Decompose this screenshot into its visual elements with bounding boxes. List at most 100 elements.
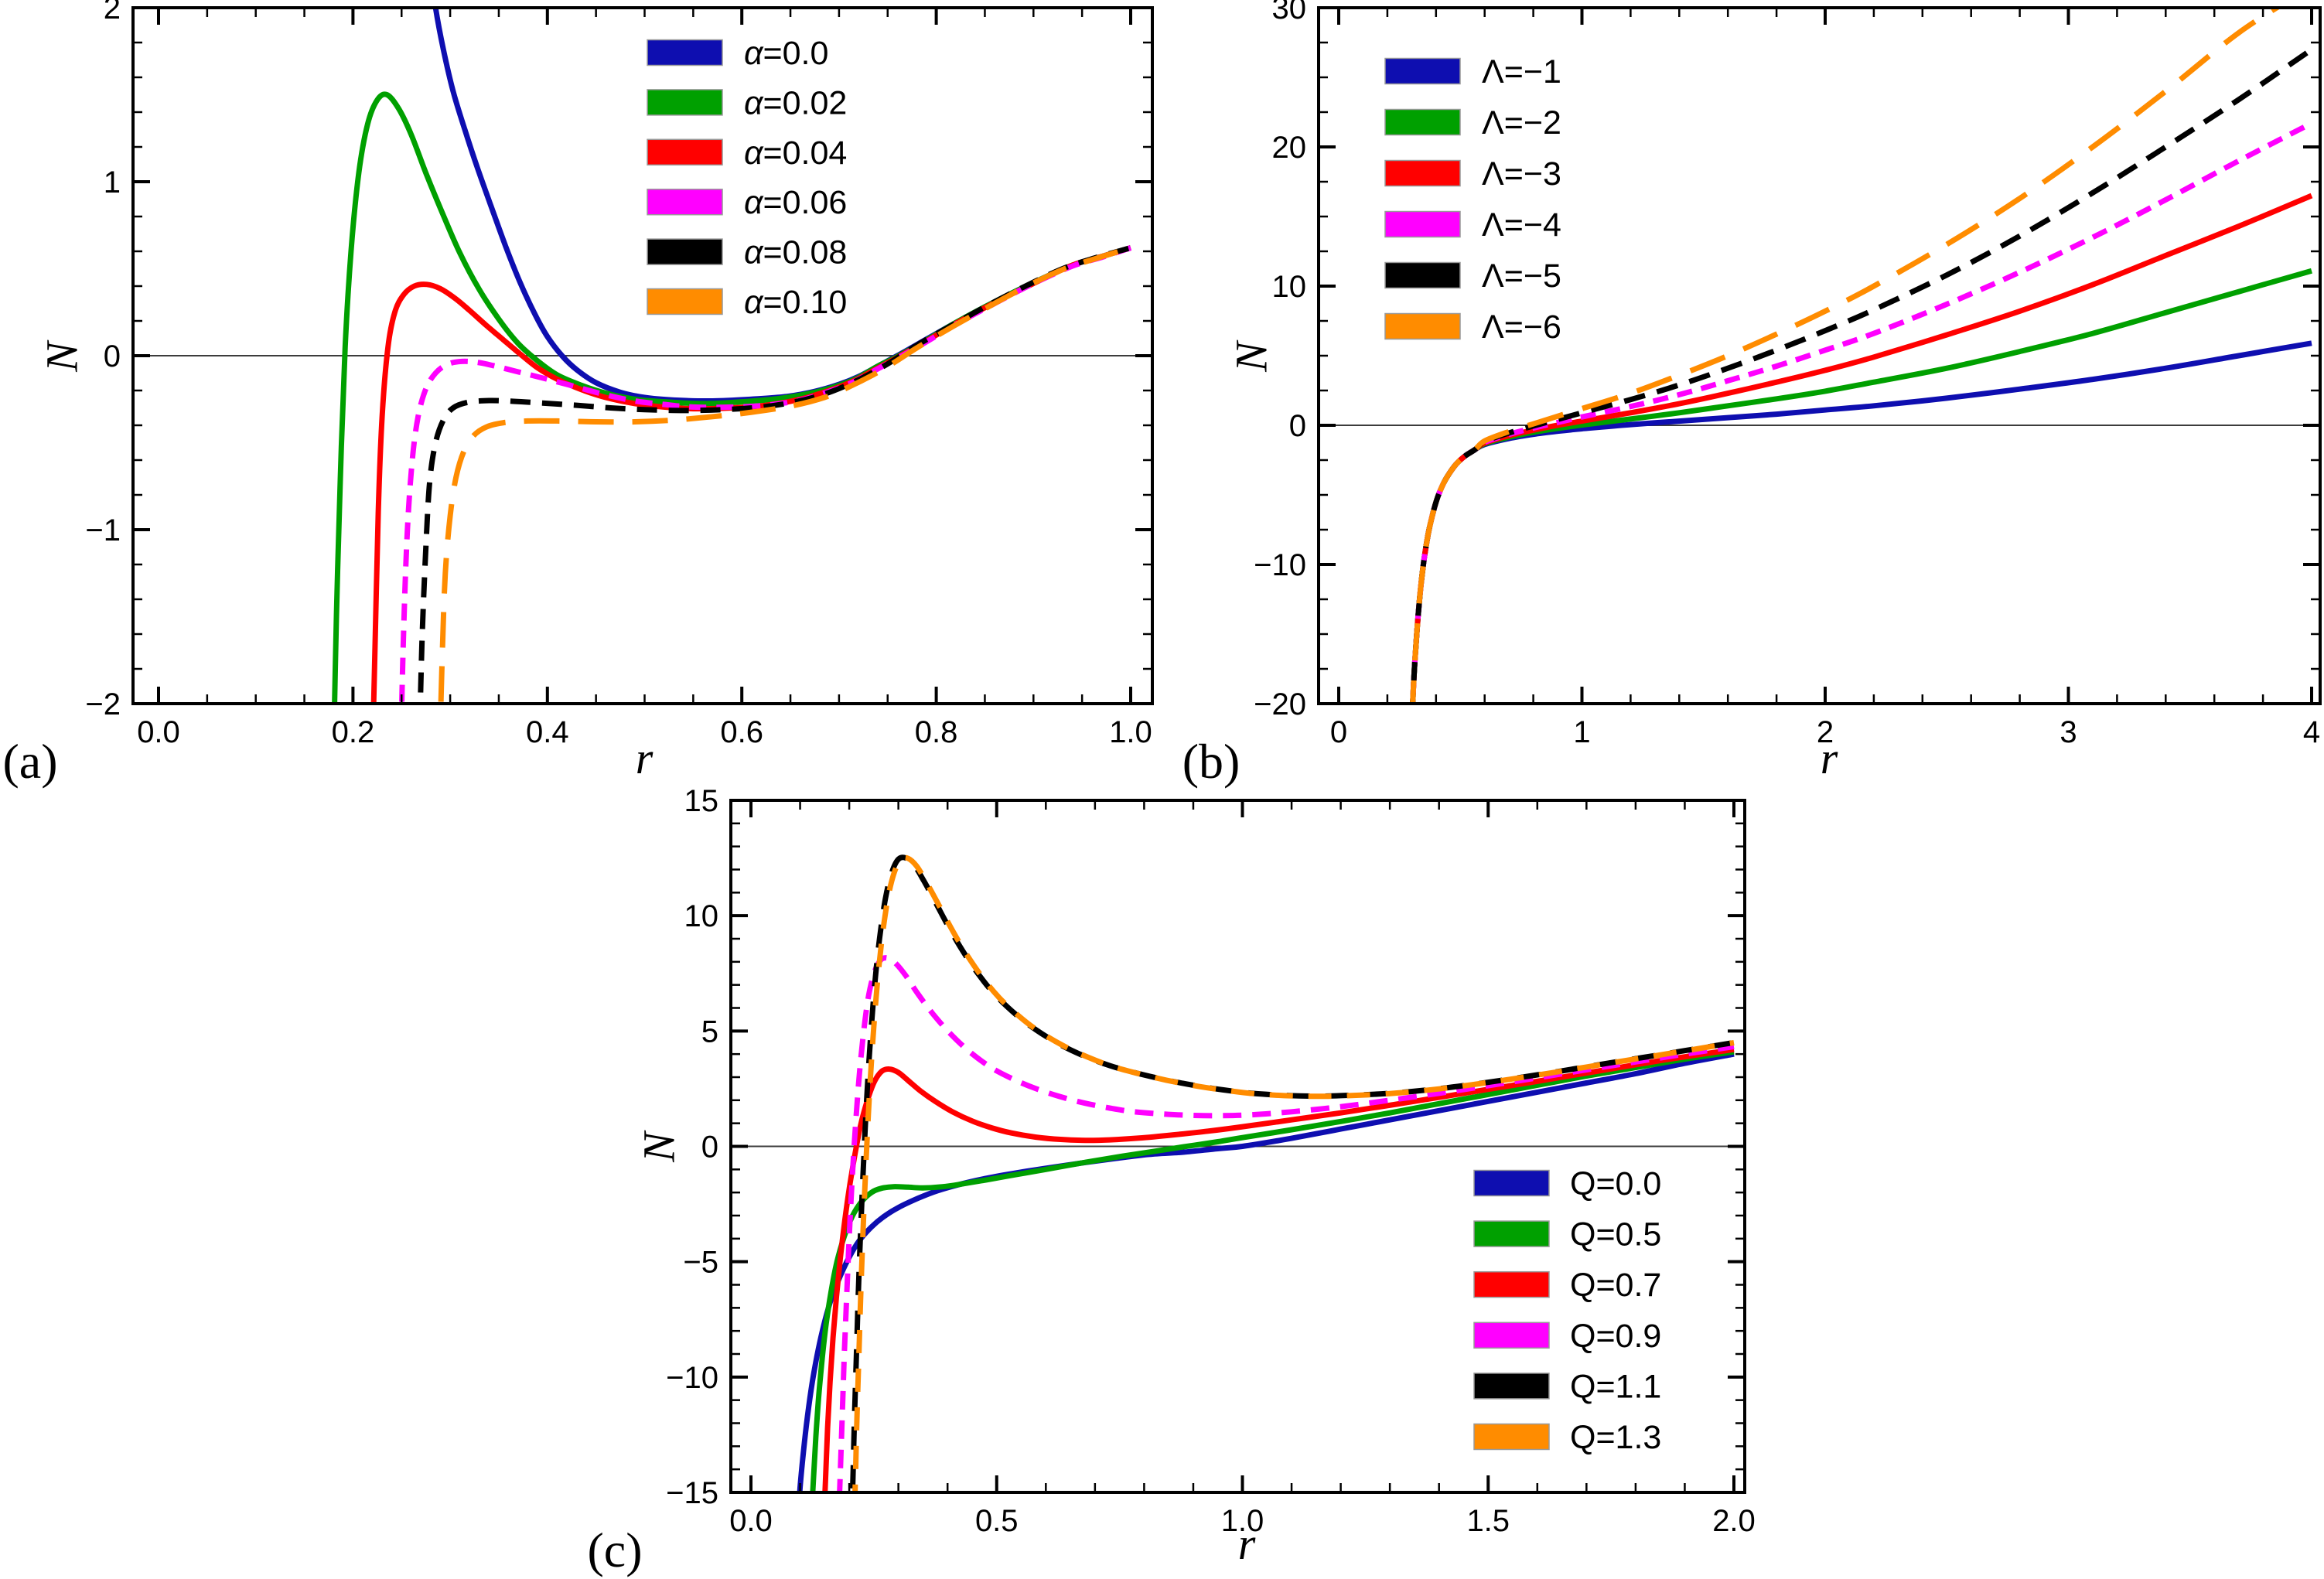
y-tick-label: −10 — [1254, 548, 1306, 582]
legend-swatch — [1473, 1373, 1550, 1400]
series-curve-Λ=−6 — [1410, 8, 2282, 704]
legend-label: α=0.02 — [744, 84, 847, 121]
series-curve-Λ=−1 — [1410, 340, 2312, 704]
legend-item: Λ=−5 — [1384, 257, 1561, 295]
legend-item: Q=0.9 — [1473, 1318, 1661, 1355]
y-tick-label: 10 — [684, 899, 719, 933]
legend-label: α=0.0 — [744, 35, 828, 72]
x-tick-label: 3 — [2060, 715, 2077, 749]
legend-item: Λ=−2 — [1384, 104, 1561, 142]
legend-swatch — [1473, 1270, 1550, 1298]
legend-swatch — [1384, 210, 1461, 238]
x-tick-label: 1.0 — [1221, 1504, 1264, 1538]
legend-item: α=0.04 — [647, 135, 847, 172]
legend-label: Λ=−5 — [1482, 257, 1561, 295]
legend-label: Λ=−1 — [1482, 53, 1561, 90]
legend-swatch — [1384, 312, 1461, 340]
series-curve-α=0.08 — [417, 245, 1131, 704]
legend-swatch — [647, 89, 723, 116]
y-tick-label: 30 — [1272, 0, 1307, 26]
y-tick-label: 2 — [104, 0, 121, 26]
series-curve-α=0.04 — [370, 245, 1132, 704]
legend-swatch — [1384, 159, 1461, 187]
legend-swatch — [1384, 57, 1461, 85]
legend-swatch — [1384, 108, 1461, 136]
x-tick-label: 0 — [1330, 715, 1347, 749]
legend-item: Λ=−3 — [1384, 155, 1561, 193]
x-tick-label: 2.0 — [1712, 1504, 1756, 1538]
panel-a-xlabel: r — [635, 733, 654, 783]
legend-label: α=0.04 — [744, 135, 847, 172]
series-curve-Q=0.7 — [822, 1046, 1735, 1492]
legend-item: Q=0.0 — [1473, 1165, 1661, 1202]
panel-a-letter: (a) — [2, 734, 58, 789]
legend-label: Q=1.1 — [1570, 1368, 1661, 1405]
legend-swatch — [647, 188, 723, 216]
legend-item: Q=1.1 — [1473, 1368, 1661, 1405]
legend-swatch — [1473, 1322, 1550, 1349]
series-curve-α=0.06 — [398, 245, 1132, 704]
y-tick-label: −1 — [85, 513, 121, 547]
x-tick-label: 4 — [2303, 715, 2320, 749]
panel-c: 0.0 0.5 1.0 1.5 2.0 −15 −10 −5 0 5 10 15 Q=0.0 Q=0.5 Q… — [666, 784, 1756, 1538]
legend-label: α=0.10 — [744, 284, 847, 321]
legend-item: α=0.06 — [647, 184, 847, 221]
y-tick-label: 0 — [1289, 409, 1306, 443]
legend-swatch — [1473, 1423, 1550, 1451]
legend-label: Q=1.3 — [1570, 1419, 1661, 1456]
y-tick-label: −5 — [683, 1246, 718, 1280]
series-curve-α=0.10 — [438, 245, 1132, 704]
series-curve-α=0.02 — [332, 91, 1132, 704]
plot-frame — [1317, 6, 2322, 705]
y-tick-label: −20 — [1254, 687, 1306, 721]
y-tick-label: 15 — [684, 784, 719, 818]
y-tick-label: 1 — [104, 165, 121, 200]
legend-label: α=0.06 — [744, 184, 847, 221]
y-tick-label: 20 — [1272, 131, 1307, 165]
y-tick-label: 10 — [1272, 270, 1307, 304]
y-tick-label: −10 — [666, 1361, 718, 1395]
x-tick-label: 0.6 — [720, 715, 763, 749]
x-tick-label: 1.0 — [1109, 715, 1152, 749]
panel-c-xlabel: r — [1237, 1519, 1256, 1569]
legend-label: Q=0.7 — [1570, 1267, 1661, 1304]
x-tick-label: 0.0 — [729, 1504, 773, 1538]
panel-b-letter: (b) — [1182, 734, 1240, 789]
legend-item: α=0.08 — [647, 234, 847, 271]
legend-item: α=0.02 — [647, 84, 847, 121]
panel-a-ylabel: N — [36, 342, 87, 372]
legend-item: Λ=−4 — [1384, 206, 1561, 244]
legend-label: Λ=−2 — [1482, 104, 1561, 142]
x-tick-label: 0.0 — [137, 715, 180, 749]
legend-label: Λ=−6 — [1482, 309, 1561, 346]
panel-a: 0.0 0.2 0.4 0.6 0.8 1.0 −2 −1 0 1 2 α=0.0 α=0.02 α=0.… — [85, 0, 1154, 749]
legend-swatch — [1384, 261, 1461, 289]
legend-item: α=0.10 — [647, 284, 847, 321]
legend-item: Λ=−6 — [1384, 309, 1561, 346]
x-tick-label: 1 — [1573, 715, 1590, 749]
legend-swatch — [1473, 1169, 1550, 1197]
legend-item: Q=0.5 — [1473, 1216, 1661, 1253]
series-curve-Q=0.9 — [837, 955, 1735, 1492]
x-tick-label: 2 — [1817, 715, 1834, 749]
legend-swatch — [647, 238, 723, 265]
legend-swatch — [647, 288, 723, 315]
x-tick-label: 0.2 — [332, 715, 375, 749]
legend-swatch — [647, 39, 723, 67]
x-tick-label: 1.5 — [1466, 1504, 1510, 1538]
x-tick-label: 0.5 — [975, 1504, 1019, 1538]
legend-label: Q=0.9 — [1570, 1318, 1661, 1355]
series-curve-Q=1.1 — [849, 854, 1735, 1492]
legend-label: α=0.08 — [744, 234, 847, 271]
y-tick-label: 0 — [701, 1131, 718, 1165]
series-curve-Q=0.5 — [810, 1049, 1735, 1492]
legend-swatch — [647, 138, 723, 166]
legend-label: Q=0.5 — [1570, 1216, 1661, 1253]
legend-label: Q=0.0 — [1570, 1165, 1661, 1202]
y-tick-label: 0 — [104, 339, 121, 373]
y-tick-label: −2 — [85, 687, 121, 721]
legend-label: Λ=−4 — [1482, 206, 1561, 244]
panel-b-xlabel: r — [1820, 733, 1838, 783]
legend-item: Q=1.3 — [1473, 1419, 1661, 1456]
